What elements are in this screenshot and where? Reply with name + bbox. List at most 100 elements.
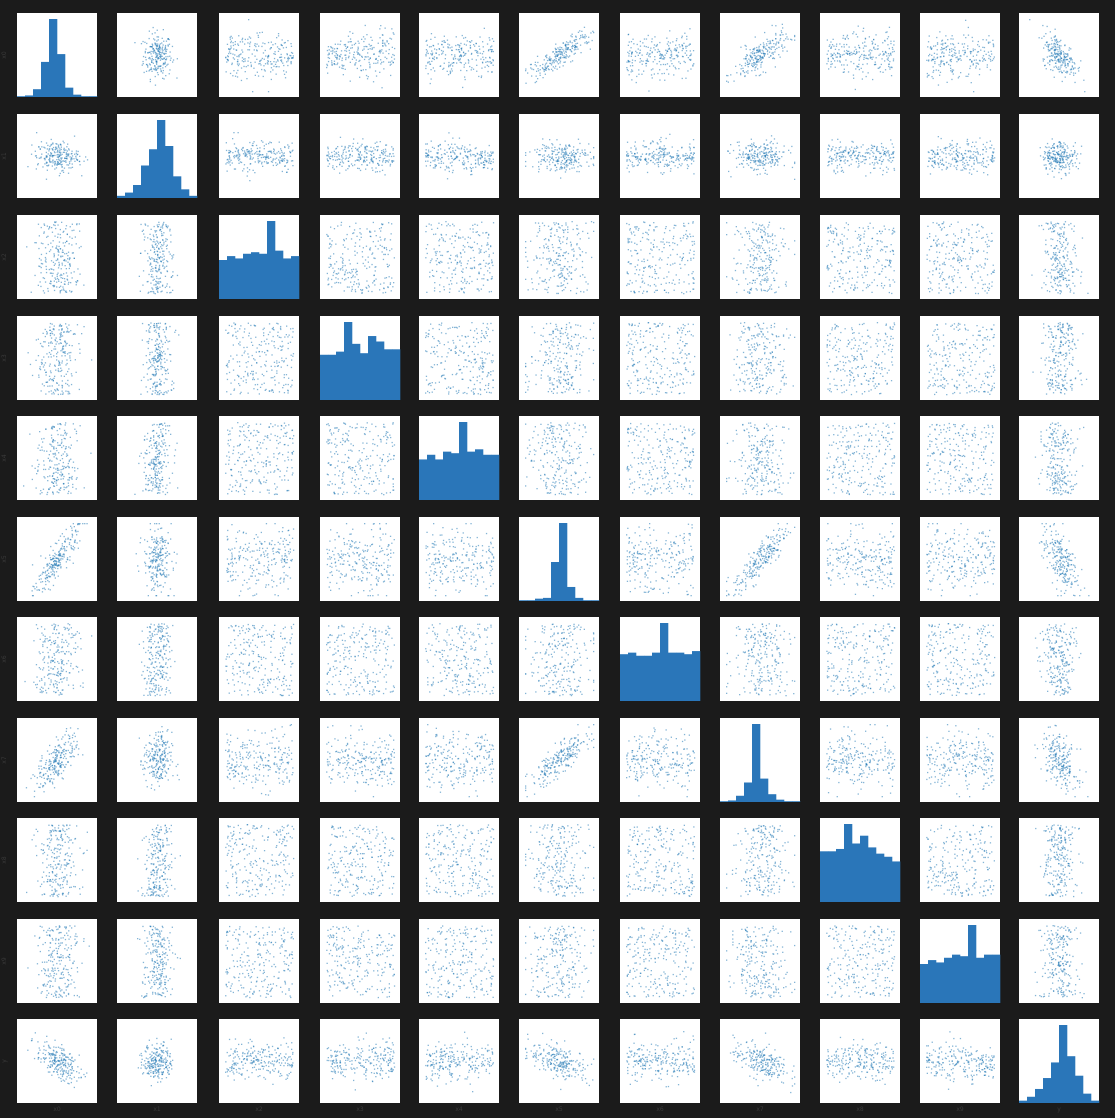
scatter-point [928,55,930,57]
scatter-point [975,59,977,61]
scatter-point [1047,160,1049,162]
scatter-point [460,62,462,64]
scatter-point [340,53,342,56]
scatter-point [70,158,72,160]
scatter-point [762,164,764,167]
scatter-point [577,148,579,151]
scatter-panel [1019,114,1099,198]
scatter-point [154,43,156,45]
scatter-point [1053,147,1055,149]
scatter-point [489,61,492,63]
scatter-point [755,74,757,77]
scatter-point [444,41,446,43]
scatter-point [57,224,59,226]
scatter-point [848,151,850,153]
scatter-point [543,159,545,162]
histogram-bar [57,54,66,97]
scatter-point [864,41,866,43]
scatter-point [249,141,251,144]
scatter-point [929,158,932,160]
scatter-point [248,36,251,38]
scatter-point [937,162,939,164]
scatter-point [264,63,267,65]
scatter-point [250,151,252,153]
scatter-point [68,267,70,270]
scatter-point [850,61,852,63]
scatter-point [763,53,765,55]
scatter-point [962,164,964,166]
scatter-point [886,171,888,173]
scatter-point [1063,62,1065,64]
scatter-point [852,149,855,152]
scatter-point [559,57,562,59]
scatter-point [434,165,436,168]
scatter-point [775,153,777,155]
scatter-point [452,151,454,153]
scatter-point [75,281,78,284]
scatter-point [768,56,770,58]
scatter-point [843,149,846,152]
scatter-point [73,229,75,231]
scatter-point [751,64,753,66]
scatter-point [762,160,765,162]
scatter-point [248,150,250,152]
scatter-point [154,44,157,46]
scatter-point [545,68,547,70]
scatter-point [960,55,962,57]
scatter-point [675,50,677,52]
scatter-point [444,149,446,151]
scatter-point [689,55,691,57]
scatter-point [659,54,661,56]
scatter-point [964,168,966,170]
scatter-point [736,166,738,168]
scatter-point [536,148,539,150]
scatter-point [584,152,587,154]
scatter-point [167,225,169,227]
scatter-point [843,160,845,162]
scatter-point [986,160,988,162]
scatter-point [551,143,553,145]
scatter-point [689,147,691,149]
scatter-point [460,55,462,57]
scatter-point [345,169,347,171]
scatter-point [357,53,360,55]
scatter-point [157,57,159,59]
scatter-point [258,160,260,162]
scatter-point [669,170,672,172]
scatter-point [661,58,663,60]
scatter-point [1054,168,1056,170]
scatter-point [476,70,478,72]
scatter-point [984,146,986,148]
scatter-point [787,38,789,40]
scatter-point [962,158,964,160]
scatter-point [853,50,855,52]
scatter-point [326,66,328,69]
scatter-point [390,155,393,158]
scatter-point [794,178,796,180]
scatter-point [74,153,76,155]
scatter-point [748,63,750,65]
scatter-point [839,158,841,160]
scatter-point [432,160,434,162]
scatter-point [151,43,153,45]
scatter-point [275,73,277,75]
scatter-point [574,46,576,49]
scatter-point [757,152,759,154]
scatter-point [1043,164,1045,166]
scatter-point [552,66,554,68]
scatter-point [358,42,360,44]
scatter-point [152,26,154,29]
scatter-point [357,150,359,152]
scatter-point [491,169,493,171]
scatter-point [961,156,964,159]
scatter-point [254,61,256,63]
scatter-point [1057,51,1059,53]
scatter-point [1063,70,1065,72]
scatter-point [44,147,46,149]
scatter-point [237,43,239,45]
scatter-point [931,165,934,167]
scatter-point [876,161,878,163]
scatter-point [546,54,548,56]
scatter-point [375,75,378,77]
scatter-point [992,39,994,41]
